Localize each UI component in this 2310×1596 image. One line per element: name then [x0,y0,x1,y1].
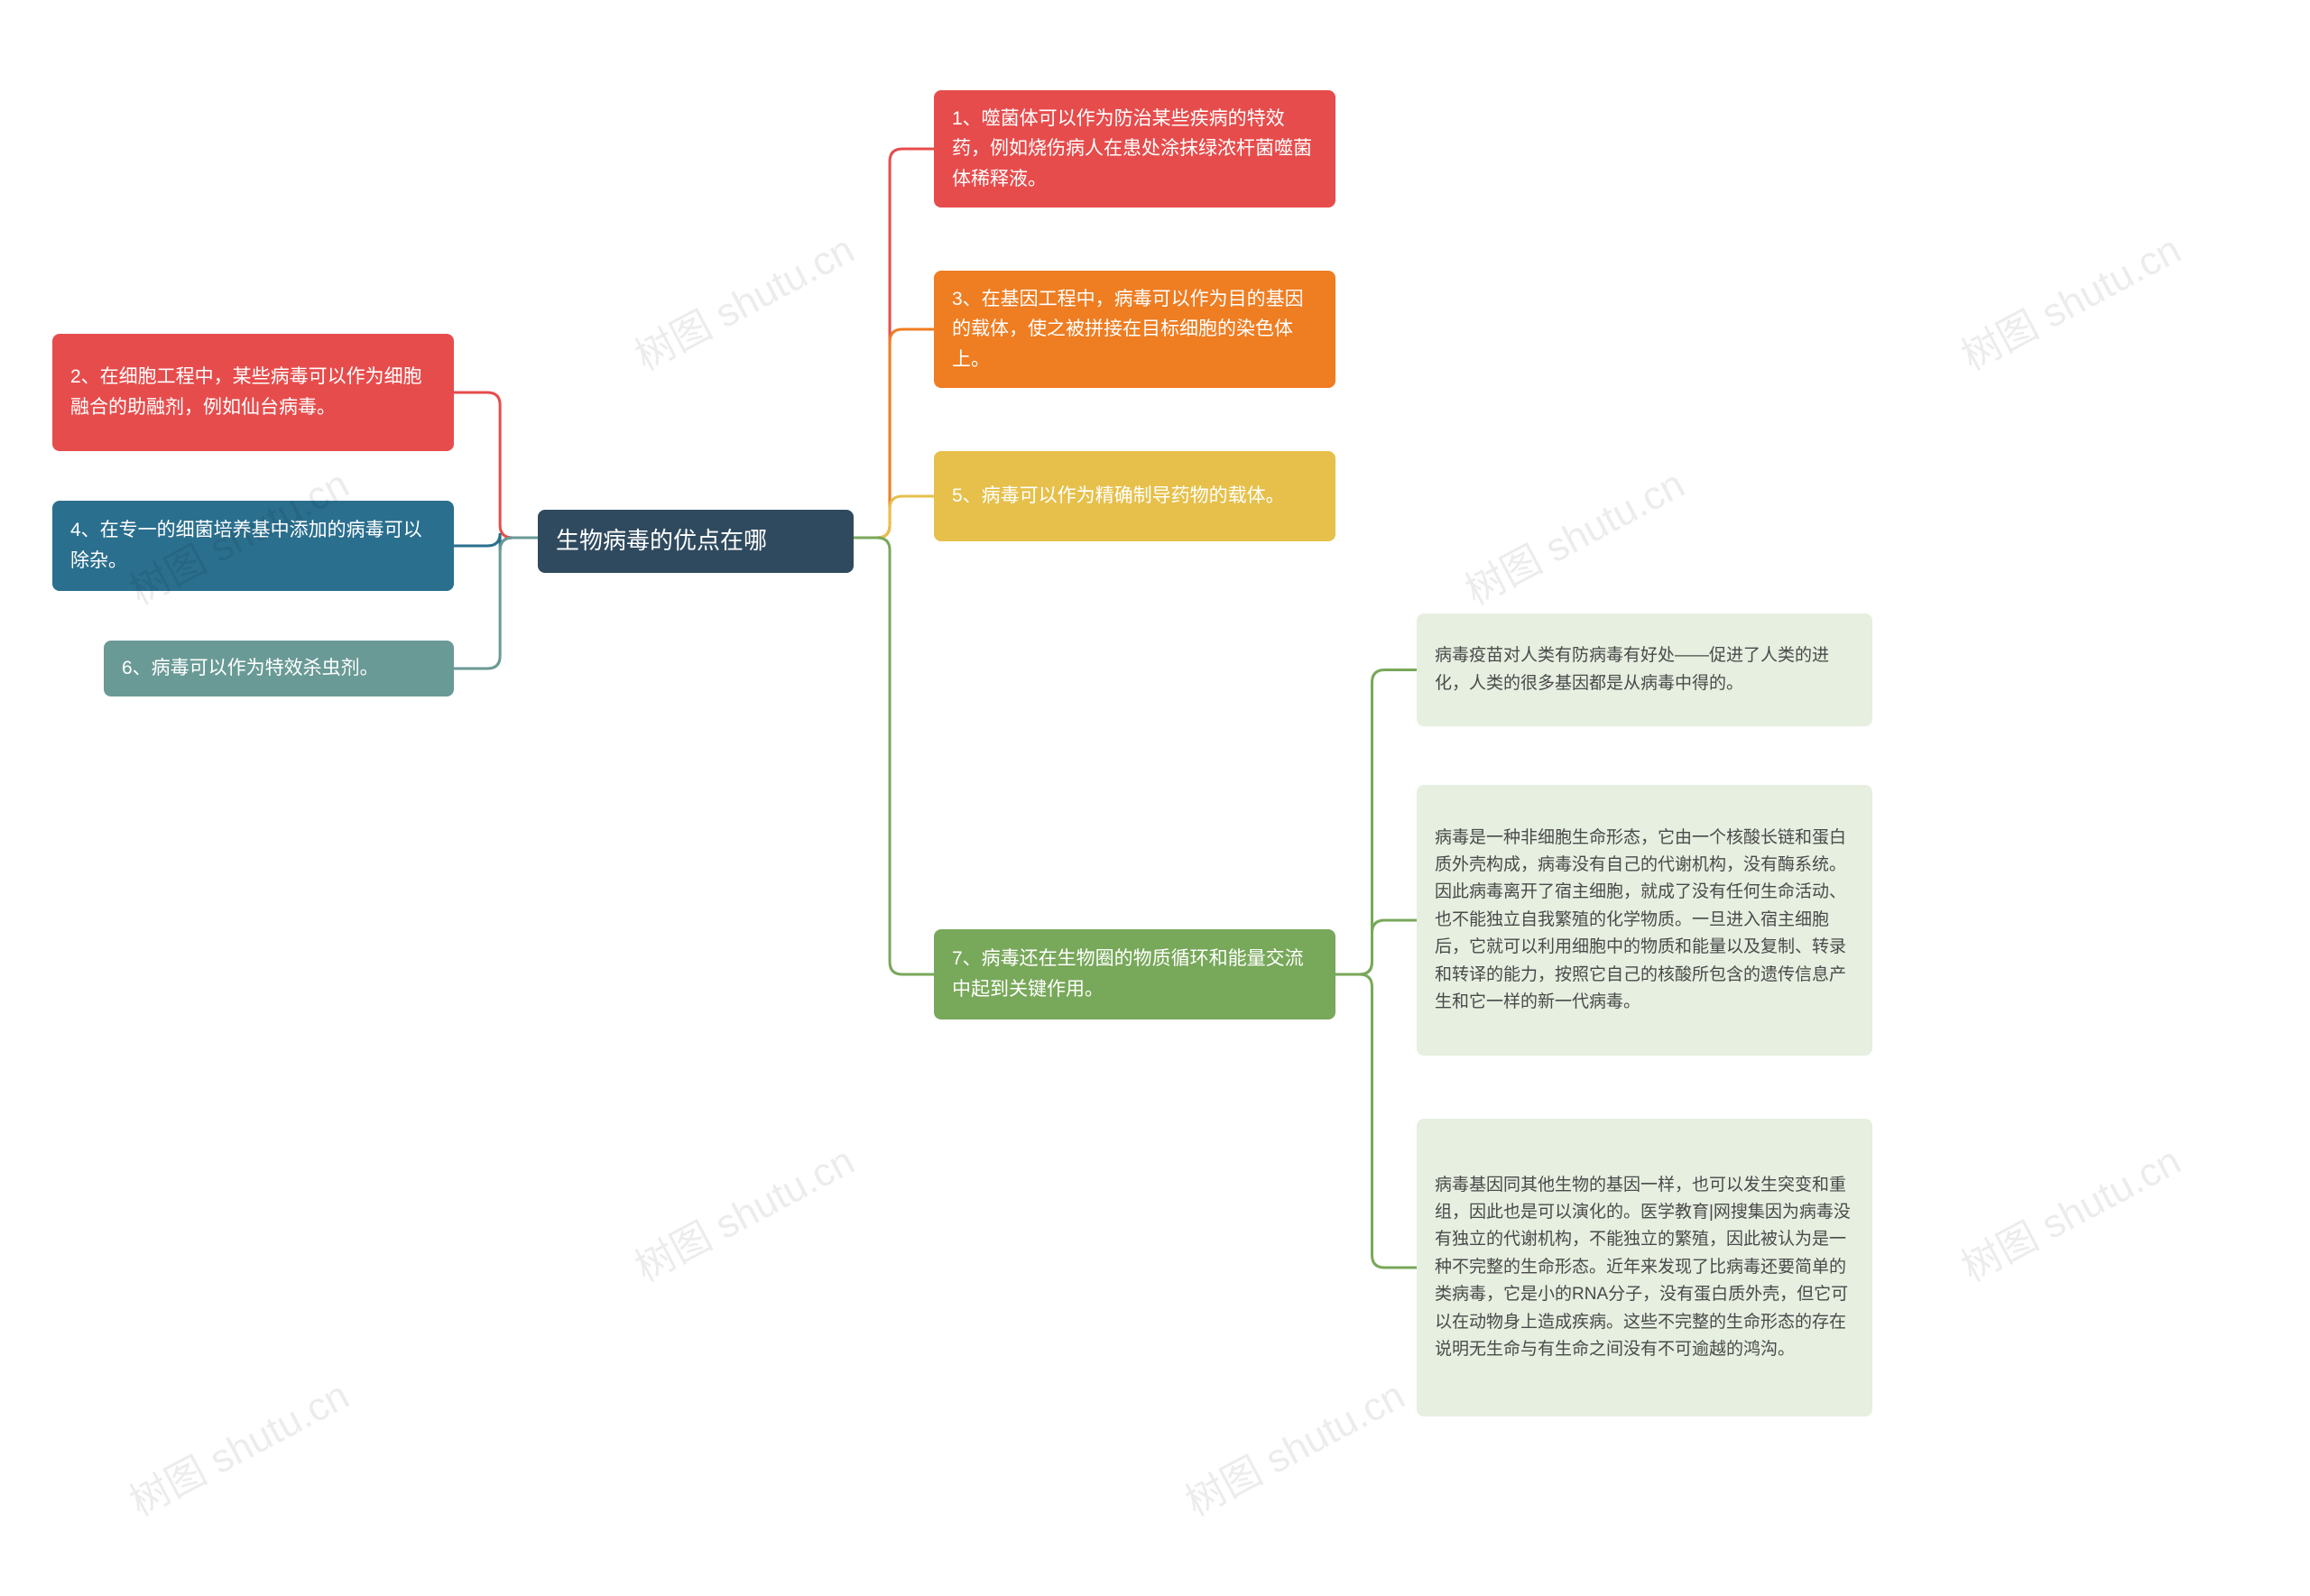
watermark: 树图 shutu.cn [624,1129,863,1293]
root-label: 生物病毒的优点在哪 [556,522,767,560]
watermark: 树图 shutu.cn [624,217,863,382]
node-4-text: 4、在专一的细菌培养基中添加的病毒可以除杂。 [70,515,436,576]
root-node: 生物病毒的优点在哪 [538,510,854,573]
node-7-text: 7、病毒还在生物圈的物质循环和能量交流中起到关键作用。 [952,944,1317,1004]
node-2-text: 2、在细胞工程中，某些病毒可以作为细胞融合的助融剂，例如仙台病毒。 [70,362,436,422]
node-3-text: 3、在基因工程中，病毒可以作为目的基因的载体，使之被拼接在目标细胞的染色体上。 [952,284,1317,375]
node-6: 6、病毒可以作为特效杀虫剂。 [104,641,454,697]
node-7c-text: 病毒基因同其他生物的基因一样，也可以发生突变和重组，因此也是可以演化的。医学教育… [1435,1172,1854,1364]
node-2: 2、在细胞工程中，某些病毒可以作为细胞融合的助融剂，例如仙台病毒。 [52,334,454,451]
watermark: 树图 shutu.cn [1454,452,1693,616]
node-4: 4、在专一的细菌培养基中添加的病毒可以除杂。 [52,501,454,591]
node-1-text: 1、噬菌体可以作为防治某些疾病的特效药，例如烧伤病人在患处涂抹绿浓杆菌噬菌体稀释… [952,104,1317,195]
node-7b-text: 病毒是一种非细胞生命形态，它由一个核酸长链和蛋白质外壳构成，病毒没有自己的代谢机… [1435,825,1854,1017]
node-7: 7、病毒还在生物圈的物质循环和能量交流中起到关键作用。 [934,929,1335,1019]
watermark: 树图 shutu.cn [1950,1129,2189,1293]
node-7a: 病毒疫苗对人类有防病毒有好处——促进了人类的进化，人类的很多基因都是从病毒中得的… [1417,613,1872,726]
node-5-text: 5、病毒可以作为精确制导药物的载体。 [952,481,1285,512]
node-7c: 病毒基因同其他生物的基因一样，也可以发生突变和重组，因此也是可以演化的。医学教育… [1417,1119,1872,1416]
node-7b: 病毒是一种非细胞生命形态，它由一个核酸长链和蛋白质外壳构成，病毒没有自己的代谢机… [1417,785,1872,1056]
node-3: 3、在基因工程中，病毒可以作为目的基因的载体，使之被拼接在目标细胞的染色体上。 [934,271,1335,388]
connector-layer [0,0,2310,1596]
node-7a-text: 病毒疫苗对人类有防病毒有好处——促进了人类的进化，人类的很多基因都是从病毒中得的… [1435,642,1854,697]
node-6-text: 6、病毒可以作为特效杀虫剂。 [122,653,379,684]
watermark: 树图 shutu.cn [1950,217,2189,382]
mindmap-canvas: 生物病毒的优点在哪 1、噬菌体可以作为防治某些疾病的特效药，例如烧伤病人在患处涂… [0,0,2310,1596]
watermark: 树图 shutu.cn [1174,1363,1413,1527]
node-5: 5、病毒可以作为精确制导药物的载体。 [934,451,1335,541]
watermark: 树图 shutu.cn [118,1363,357,1527]
node-1: 1、噬菌体可以作为防治某些疾病的特效药，例如烧伤病人在患处涂抹绿浓杆菌噬菌体稀释… [934,90,1335,208]
